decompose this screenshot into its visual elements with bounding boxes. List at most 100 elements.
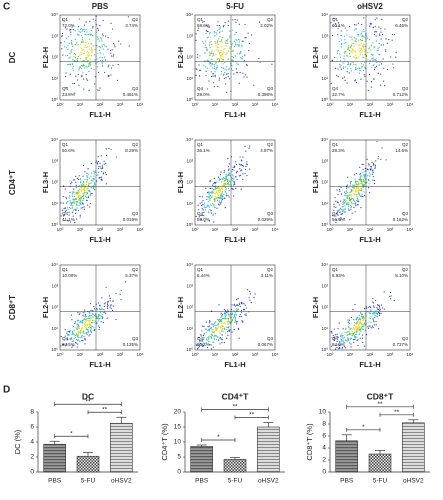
event-dot bbox=[211, 323, 213, 325]
quadrant-name: Q3 bbox=[132, 211, 139, 216]
event-dot bbox=[334, 56, 336, 59]
event-dot bbox=[219, 52, 221, 54]
event-dot bbox=[88, 326, 90, 329]
event-dot bbox=[220, 57, 222, 59]
event-dot bbox=[107, 66, 109, 68]
event-dot bbox=[87, 187, 89, 189]
event-dot bbox=[339, 200, 342, 202]
event-dot bbox=[202, 21, 204, 23]
event-dot bbox=[80, 331, 82, 333]
event-dot bbox=[82, 340, 84, 342]
event-dot bbox=[82, 29, 84, 31]
event-dot bbox=[354, 67, 357, 69]
event-dot bbox=[343, 76, 345, 78]
x-tick-label: 10² bbox=[367, 227, 374, 232]
event-dot bbox=[221, 338, 223, 341]
event-dot bbox=[218, 319, 220, 321]
event-dot bbox=[352, 190, 354, 192]
event-dot bbox=[70, 51, 72, 53]
event-dot bbox=[360, 323, 363, 325]
event-dot bbox=[341, 334, 343, 337]
event-dot bbox=[205, 40, 207, 42]
event-dot bbox=[348, 322, 350, 324]
event-dot bbox=[347, 68, 349, 70]
event-dot bbox=[225, 69, 228, 71]
event-dot bbox=[101, 176, 103, 178]
event-dot bbox=[227, 329, 229, 331]
event-dot bbox=[357, 183, 359, 185]
y-axis-label: FL2-H bbox=[176, 297, 185, 318]
event-dot bbox=[74, 341, 77, 344]
event-dot bbox=[359, 44, 361, 46]
event-dot bbox=[368, 48, 370, 50]
event-dot bbox=[84, 191, 86, 194]
event-dot bbox=[364, 181, 366, 183]
event-dot bbox=[379, 307, 381, 309]
event-dot bbox=[99, 166, 101, 168]
x-tick-label: 10⁴ bbox=[407, 352, 414, 357]
event-dot bbox=[391, 33, 394, 36]
event-dot bbox=[90, 182, 92, 184]
y-tick-label: 10⁰ bbox=[186, 347, 193, 352]
event-dot bbox=[347, 206, 350, 208]
event-dot bbox=[109, 297, 111, 299]
event-dot bbox=[374, 316, 376, 318]
event-dot bbox=[364, 185, 366, 187]
event-dot bbox=[74, 212, 77, 215]
event-dot bbox=[236, 178, 238, 180]
event-dot bbox=[198, 75, 201, 77]
event-dot bbox=[350, 316, 353, 319]
event-dot bbox=[362, 319, 364, 321]
significance-label: ** bbox=[394, 409, 400, 416]
event-dot bbox=[208, 206, 210, 208]
event-dot bbox=[78, 34, 80, 36]
event-dot bbox=[347, 208, 350, 210]
event-dot bbox=[108, 64, 110, 66]
event-dot bbox=[214, 71, 216, 73]
event-dot bbox=[94, 59, 96, 61]
event-dot bbox=[248, 50, 250, 52]
event-dot bbox=[367, 168, 369, 170]
event-dot bbox=[198, 216, 200, 218]
event-dot bbox=[225, 178, 227, 180]
event-dot bbox=[232, 19, 234, 21]
event-dot bbox=[222, 184, 225, 186]
event-dot bbox=[89, 202, 91, 204]
event-dot bbox=[231, 42, 233, 44]
event-dot bbox=[214, 324, 216, 326]
bar bbox=[223, 459, 247, 473]
event-dot bbox=[224, 47, 226, 50]
event-dot bbox=[101, 317, 104, 320]
event-dot bbox=[369, 175, 371, 177]
event-dot bbox=[231, 59, 233, 61]
quadrant-value: 0.737% bbox=[393, 342, 408, 347]
event-dot bbox=[212, 190, 214, 192]
event-dot bbox=[330, 82, 332, 84]
event-dot bbox=[99, 59, 102, 62]
event-dot bbox=[69, 330, 72, 332]
event-dot bbox=[208, 335, 210, 337]
event-dot bbox=[224, 177, 226, 179]
event-dot bbox=[78, 175, 80, 177]
event-dot bbox=[362, 328, 365, 330]
event-dot bbox=[215, 187, 218, 189]
event-dot bbox=[63, 41, 66, 43]
event-dot bbox=[100, 321, 102, 323]
event-dot bbox=[69, 195, 71, 197]
event-dot bbox=[72, 67, 74, 69]
event-dot bbox=[360, 175, 362, 177]
event-dot bbox=[355, 205, 357, 207]
event-dot bbox=[85, 65, 87, 67]
event-dot bbox=[225, 44, 227, 47]
event-dot bbox=[210, 212, 213, 214]
x-tick-label: 10⁴ bbox=[272, 102, 279, 107]
event-dot bbox=[92, 177, 94, 180]
event-dot bbox=[96, 315, 98, 317]
event-dot bbox=[102, 35, 104, 37]
event-dot bbox=[350, 206, 352, 208]
event-dot bbox=[246, 64, 248, 66]
event-dot bbox=[85, 333, 88, 335]
event-dot bbox=[201, 340, 203, 342]
event-dot bbox=[71, 202, 73, 204]
event-dot bbox=[214, 196, 217, 198]
